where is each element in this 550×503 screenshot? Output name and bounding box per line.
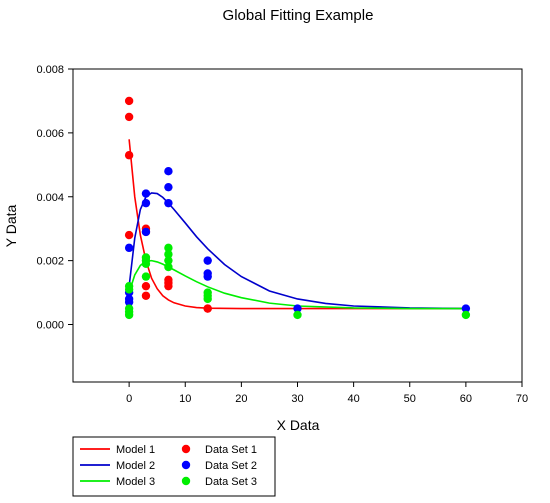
y-axis-label: Y Data: [3, 205, 19, 248]
x-tick-label: 70: [516, 393, 528, 405]
legend: Model 1 Model 2 Model 3 Data Set 1 Data Set …: [80, 444, 257, 488]
data-set-3-point: [203, 294, 212, 304]
legend-label-model-1: Model 1: [116, 444, 155, 456]
legend-box: [72, 436, 276, 497]
series-layer: [124, 96, 471, 320]
data-set-3-point: [141, 272, 151, 281]
y-tick-label: 0.002: [36, 256, 64, 268]
x-tick-label: 40: [348, 393, 360, 405]
model-3-line: [128, 259, 466, 310]
x-axis: 0 10 20 30 40 50 60 70: [126, 382, 528, 405]
data-set-1-point: [141, 281, 151, 291]
data-set-2-point: [293, 304, 302, 313]
plot-frame: [72, 68, 523, 383]
data-set-2-points: [124, 167, 471, 313]
chart-title: Global Fitting Example: [223, 7, 374, 24]
data-set-3-point: [293, 310, 302, 320]
y-tick-label: 0.000: [36, 320, 64, 332]
x-tick-label: 60: [460, 393, 472, 405]
x-tick-label: 30: [291, 393, 303, 405]
data-set-3-points: [124, 243, 471, 320]
y-tick-label: 0.004: [36, 192, 64, 204]
data-set-1-point: [124, 151, 134, 160]
data-set-1-point: [164, 281, 173, 291]
data-set-2-point: [124, 297, 134, 307]
data-set-2-point: [164, 198, 173, 208]
data-set-1-point: [124, 96, 134, 106]
data-set-1-point: [141, 291, 151, 300]
data-set-2-point: [141, 198, 151, 208]
legend-swatch-data-set-2: [181, 460, 191, 470]
y-axis: 0.000 0.002 0.004 0.006 0.008: [36, 64, 73, 332]
legend-swatch-data-set-1: [181, 444, 191, 454]
legend-label-data-set-3: Data Set 3: [205, 476, 257, 488]
y-tick-label: 0.006: [36, 128, 64, 140]
legend-label-data-set-1: Data Set 1: [205, 444, 257, 456]
data-set-3-point: [124, 310, 134, 320]
data-set-2-point: [203, 272, 212, 281]
data-set-1-point: [124, 230, 134, 240]
data-set-3-point: [124, 285, 134, 294]
x-axis-label: X Data: [277, 417, 320, 433]
data-set-3-point: [164, 262, 173, 272]
data-set-2-point: [141, 227, 151, 237]
legend-label-model-3: Model 3: [116, 476, 155, 488]
legend-swatch-data-set-3: [181, 476, 191, 486]
y-tick-label: 0.008: [36, 64, 64, 76]
model-2-line: [128, 192, 466, 310]
data-set-2-point: [461, 304, 471, 313]
x-tick-label: 20: [235, 393, 247, 405]
data-set-1-point: [203, 304, 212, 313]
data-set-2-point: [124, 243, 134, 253]
data-set-3-point: [164, 256, 173, 265]
x-tick-label: 10: [179, 393, 191, 405]
data-set-3-point: [461, 310, 471, 320]
data-set-3-point: [141, 259, 151, 269]
data-set-2-point: [203, 256, 212, 265]
data-set-3-point: [164, 243, 173, 253]
x-tick-label: 0: [126, 393, 132, 405]
legend-label-model-2: Model 2: [116, 460, 155, 472]
data-set-2-point: [141, 189, 151, 198]
data-set-2-point: [164, 182, 173, 192]
x-tick-label: 50: [404, 393, 416, 405]
model-1-line: [128, 139, 466, 310]
data-set-1-point: [124, 112, 134, 122]
data-set-3-point: [164, 250, 173, 259]
legend-label-data-set-2: Data Set 2: [205, 460, 257, 472]
data-set-2-point: [164, 167, 173, 176]
